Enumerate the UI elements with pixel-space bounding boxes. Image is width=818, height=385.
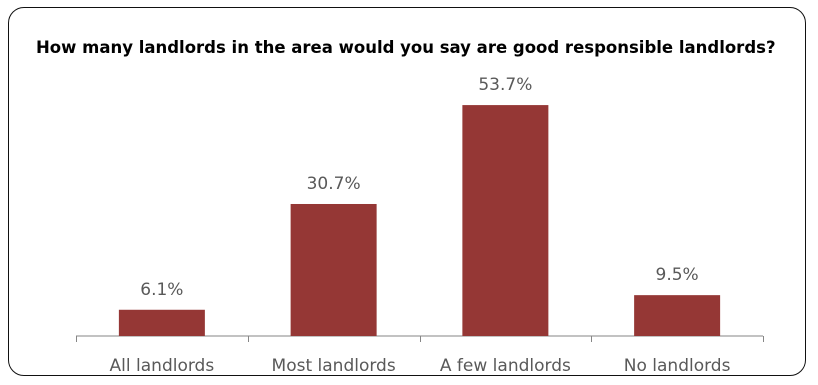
data-label: 53.7% (478, 75, 532, 95)
category-label: No landlords (624, 356, 731, 376)
bar-a-few-landlords (462, 105, 549, 336)
data-label: 30.7% (307, 174, 361, 194)
category-label: A few landlords (440, 356, 571, 376)
bar-most-landlords (290, 203, 377, 336)
bar-all-landlords (118, 309, 205, 336)
data-label: 9.5% (656, 265, 699, 285)
bar-no-landlords (634, 295, 721, 336)
data-label: 6.1% (140, 280, 183, 300)
chart-title: How many landlords in the area would you… (36, 38, 776, 57)
category-label: All landlords (110, 356, 215, 376)
category-label: Most landlords (272, 356, 396, 376)
